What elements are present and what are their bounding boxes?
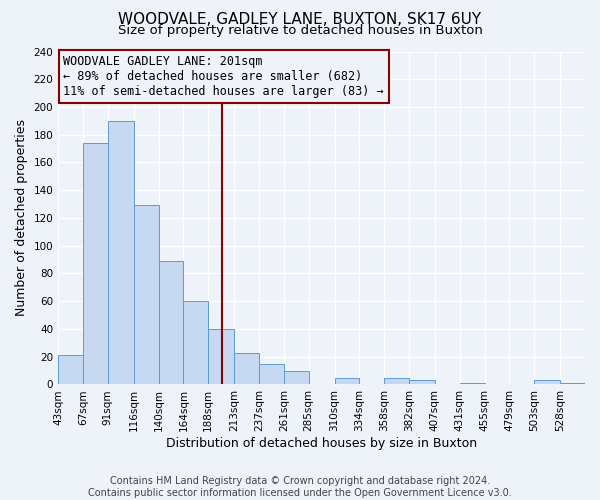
Bar <box>409 380 435 384</box>
Bar <box>259 364 284 384</box>
Y-axis label: Number of detached properties: Number of detached properties <box>15 120 28 316</box>
X-axis label: Distribution of detached houses by size in Buxton: Distribution of detached houses by size … <box>166 437 477 450</box>
Text: WOODVALE, GADLEY LANE, BUXTON, SK17 6UY: WOODVALE, GADLEY LANE, BUXTON, SK17 6UY <box>118 12 482 28</box>
Bar <box>208 329 234 384</box>
Bar <box>384 378 409 384</box>
Text: Size of property relative to detached houses in Buxton: Size of property relative to detached ho… <box>118 24 482 37</box>
Bar <box>284 370 308 384</box>
Bar <box>234 352 259 384</box>
Bar <box>560 383 585 384</box>
Bar <box>460 383 485 384</box>
Bar <box>83 143 108 384</box>
Bar <box>58 356 83 384</box>
Bar <box>184 301 208 384</box>
Text: WOODVALE GADLEY LANE: 201sqm
← 89% of detached houses are smaller (682)
11% of s: WOODVALE GADLEY LANE: 201sqm ← 89% of de… <box>64 55 384 98</box>
Bar <box>134 206 158 384</box>
Bar <box>534 380 560 384</box>
Bar <box>335 378 359 384</box>
Text: Contains HM Land Registry data © Crown copyright and database right 2024.
Contai: Contains HM Land Registry data © Crown c… <box>88 476 512 498</box>
Bar <box>108 121 134 384</box>
Bar <box>158 261 184 384</box>
